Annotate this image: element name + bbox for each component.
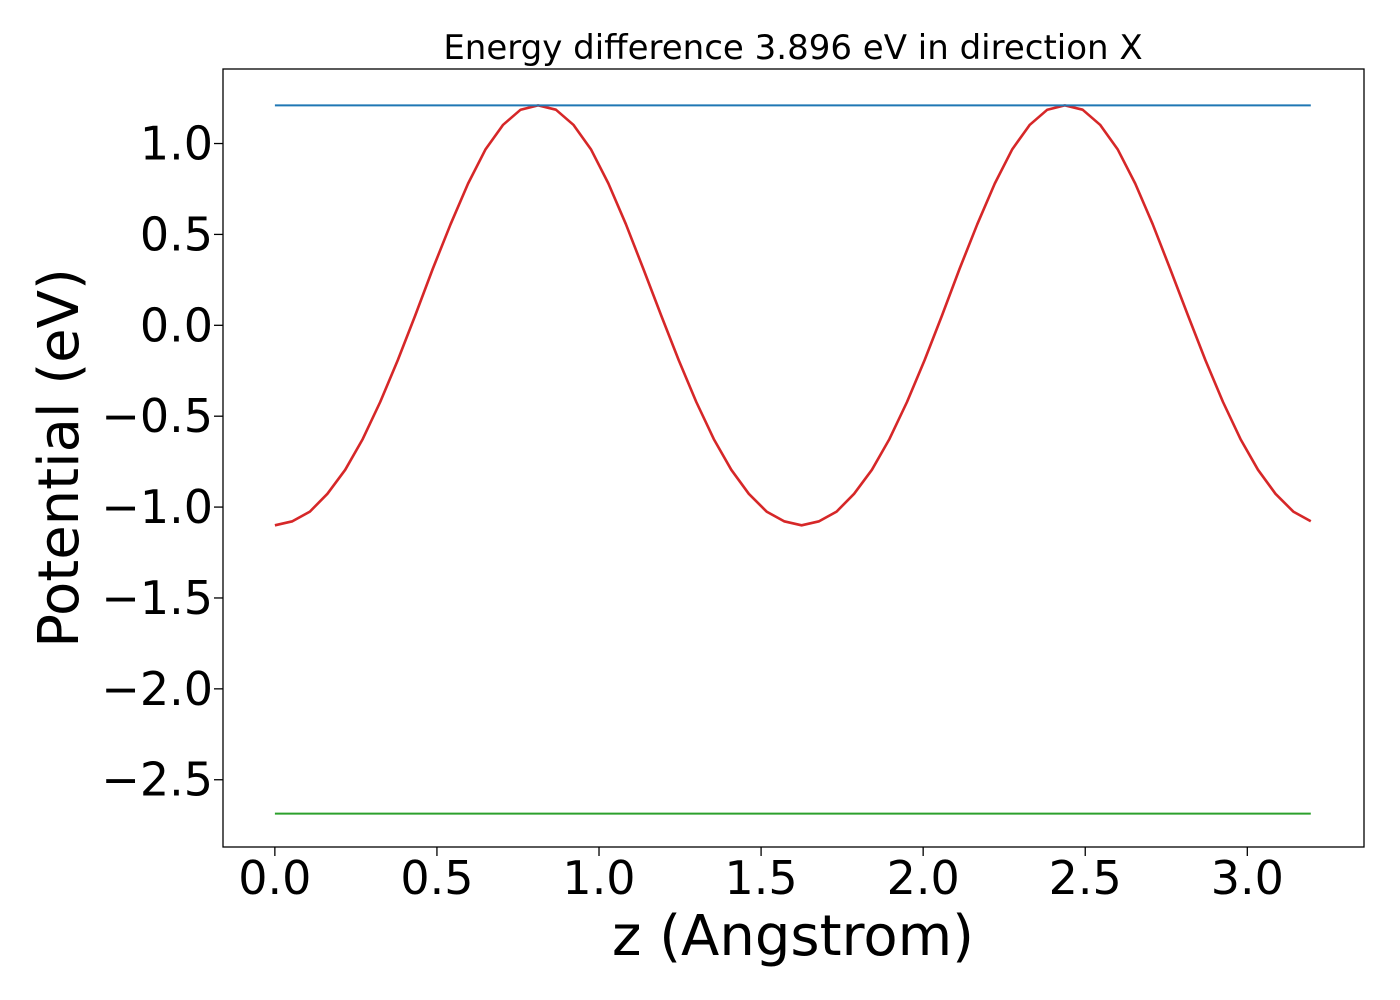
ticks-layer: 0.0 0.5 1.0 1.5 2.0 2.5 3.0 1.0 0.5 0.0 −0.5 −1.0 −1… — [101, 117, 1284, 905]
series-curve-line — [274, 104, 1312, 527]
chart-title: Energy difference 3.896 eV in direction … — [443, 28, 1142, 68]
y-tick-label: 0.5 — [140, 207, 213, 261]
series-layer — [274, 104, 1312, 815]
y-tick-label: −0.5 — [101, 389, 213, 443]
x-tick-label: 0.5 — [400, 851, 473, 905]
y-tick-label: −2.5 — [101, 753, 213, 807]
x-tick-label: 2.0 — [887, 851, 960, 905]
y-tick-label: −2.0 — [101, 662, 213, 716]
y-tick-label: −1.0 — [101, 480, 213, 534]
y-tick-label: 0.0 — [140, 298, 213, 352]
y-tick-label: 1.0 — [140, 117, 213, 171]
plot-frame — [222, 68, 1365, 848]
x-tick-label: 2.5 — [1049, 851, 1122, 905]
y-axis-label: Potential (eV) — [27, 268, 92, 648]
x-tick-label: 0.0 — [238, 851, 311, 905]
x-tick-label: 1.5 — [725, 851, 798, 905]
y-tick-label: −1.5 — [101, 571, 213, 625]
x-axis-label: z (Angstrom) — [612, 904, 974, 969]
x-tick-label: 3.0 — [1211, 851, 1284, 905]
x-tick-label: 1.0 — [562, 851, 635, 905]
